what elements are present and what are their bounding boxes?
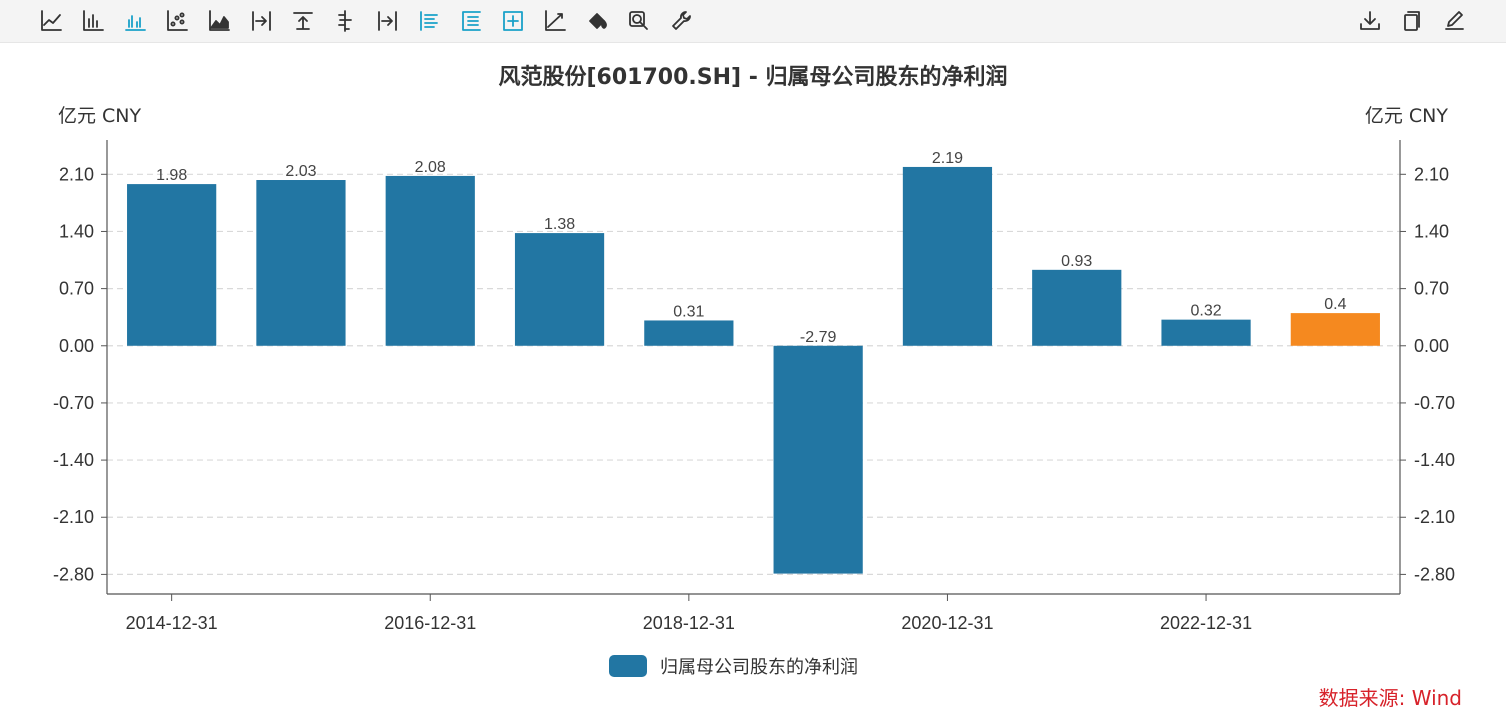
bar-2020-12-31[interactable] [902,166,993,346]
y-tick-label-left: -1.40 [53,450,94,470]
y-tick-label-right: 2.10 [1414,164,1449,184]
y-tick-label-right: 0.00 [1414,336,1449,356]
y-tick-label-left: 1.40 [59,221,94,241]
y-tick-label-right: -0.70 [1414,393,1455,413]
edit-icon[interactable] [1440,7,1468,35]
data-labels: 1.98 2.03 2.08 1.38 0.31 -2.79 2.19 0.93 0.32 0.4 [156,150,1346,346]
data-label: 0.4 [1324,296,1346,313]
y-tick-label-right: -1.40 [1414,450,1455,470]
trend-line-icon[interactable] [541,7,569,35]
data-label: 2.08 [415,159,446,176]
y-tick-label-right: -2.10 [1414,507,1455,527]
chart-title: 风范股份[601700.SH] - 归属母公司股东的净利润 [498,64,1007,90]
x-tick-label: 2020-12-31 [901,613,993,633]
bar-2018-12-31[interactable] [644,320,734,346]
area-chart-icon[interactable] [205,7,233,35]
bar-2021-12-31[interactable] [1032,269,1122,346]
line-chart-icon[interactable] [37,7,65,35]
data-label: 2.03 [285,163,316,180]
bars [127,166,1380,574]
align-end-icon[interactable] [373,7,401,35]
bar-chart-icon[interactable] [79,7,107,35]
list-align-left-icon[interactable] [415,7,443,35]
y-tick-label-left: 2.10 [59,164,94,184]
y-tick-label-left: -0.70 [53,393,94,413]
x-tick-label: 2022-12-31 [1160,613,1252,633]
align-right-icon[interactable] [247,7,275,35]
data-label: 0.32 [1190,303,1221,320]
legend[interactable]: 归属母公司股东的净利润 [609,655,858,678]
scatter-icon[interactable] [163,7,191,35]
bar-2022-12-31[interactable] [1161,319,1251,346]
x-tick-label: 2016-12-31 [384,613,476,633]
y-tick-label-right: 1.40 [1414,221,1449,241]
x-tick-label: 2018-12-31 [643,613,735,633]
chart-canvas: 风范股份[601700.SH] - 归属母公司股东的净利润 亿元 CNY 亿元 … [53,64,1462,710]
y-axis-unit-left: 亿元 CNY [58,105,142,127]
data-label: -2.79 [800,329,837,346]
bar-2014-12-31[interactable] [127,184,217,346]
y-tick-label-right: -2.80 [1414,564,1455,584]
y-tick-label-left: 0.70 [59,279,94,299]
data-label: 1.38 [544,216,575,233]
y-tick-label-left: -2.10 [53,507,94,527]
copy-icon[interactable] [1398,7,1426,35]
bar-2017-12-31[interactable] [514,233,605,346]
grouped-bar-icon[interactable] [121,7,149,35]
data-label: 0.31 [673,303,704,320]
data-label: 1.98 [156,167,187,184]
data-label: 0.93 [1061,253,1092,270]
data-label: 2.19 [932,150,963,167]
list-indent-icon[interactable] [457,7,485,35]
chart-toolbar [0,0,1506,43]
search-icon[interactable] [625,7,653,35]
x-tick-label: 2014-12-31 [126,613,218,633]
data-source: 数据来源: Wind [1319,686,1462,710]
align-top-icon[interactable] [289,7,317,35]
y-tick-label-right: 0.70 [1414,279,1449,299]
settings-wrench-icon[interactable] [667,7,695,35]
y-tick-label-left: 0.00 [59,336,94,356]
legend-label[interactable]: 归属母公司股东的净利润 [660,657,858,678]
y-tick-label-left: -2.80 [53,564,94,584]
y-axis-unit-right: 亿元 CNY [1365,105,1449,127]
legend-swatch[interactable] [609,655,647,677]
bar-2019-12-31[interactable] [773,345,863,574]
add-box-icon[interactable] [499,7,527,35]
bar-2023-12-31[interactable] [1290,313,1380,346]
bar-2016-12-31[interactable] [385,175,475,346]
axes: 2.10 2.10 1.40 1.40 0.70 0.70 0.00 0.00 -0.70 -0.… [53,140,1455,633]
fill-bucket-icon[interactable] [583,7,611,35]
bar-2015-12-31[interactable] [256,180,346,346]
download-icon[interactable] [1356,7,1384,35]
align-center-icon[interactable] [331,7,359,35]
